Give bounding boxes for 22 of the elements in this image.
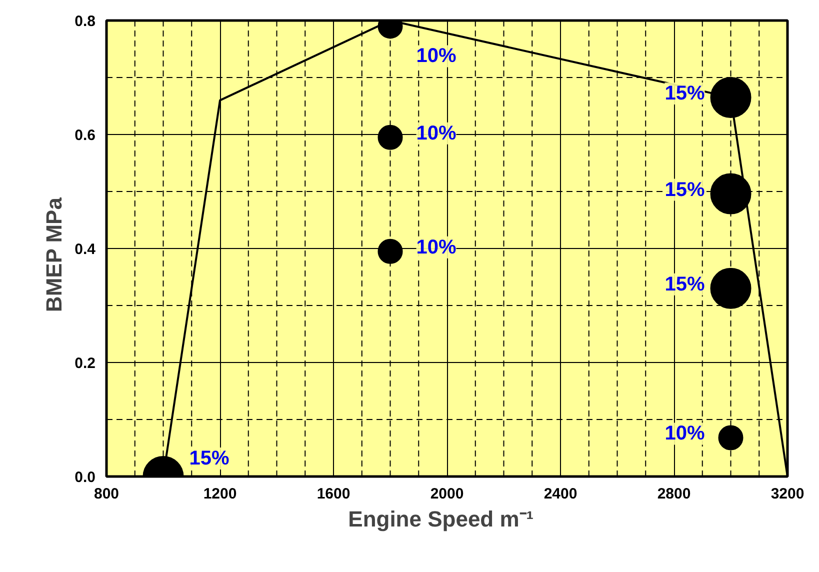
annotation: 10% xyxy=(416,236,456,258)
y-tick-label: 0.8 xyxy=(74,13,96,30)
x-tick-label: 1600 xyxy=(316,486,350,502)
annotation: 15% xyxy=(664,273,705,296)
y-tick-label: 0.6 xyxy=(74,127,96,144)
x-axis-title: Engine Speed m⁻¹ xyxy=(348,506,534,532)
annotation: 10% xyxy=(416,45,456,68)
annotation: 15% xyxy=(189,448,230,470)
annotation: 10% xyxy=(664,422,705,445)
x-tick-label: 2000 xyxy=(430,486,464,502)
y-tick-label: 0.2 xyxy=(74,355,96,372)
annotation: 15% xyxy=(664,178,705,201)
y-axis-title: BMEP MPa xyxy=(42,196,67,312)
x-tick-label: 2400 xyxy=(544,486,578,502)
annotation: 10% xyxy=(416,122,456,144)
x-tick-label: 2800 xyxy=(657,486,691,502)
x-tick-label: 1200 xyxy=(203,486,237,502)
y-tick-label: 0.0 xyxy=(74,469,96,486)
annotation: 15% xyxy=(664,82,705,104)
x-tick-label: 3200 xyxy=(770,486,804,502)
x-tick-label: 800 xyxy=(94,486,120,502)
y-tick-label: 0.4 xyxy=(74,241,96,258)
